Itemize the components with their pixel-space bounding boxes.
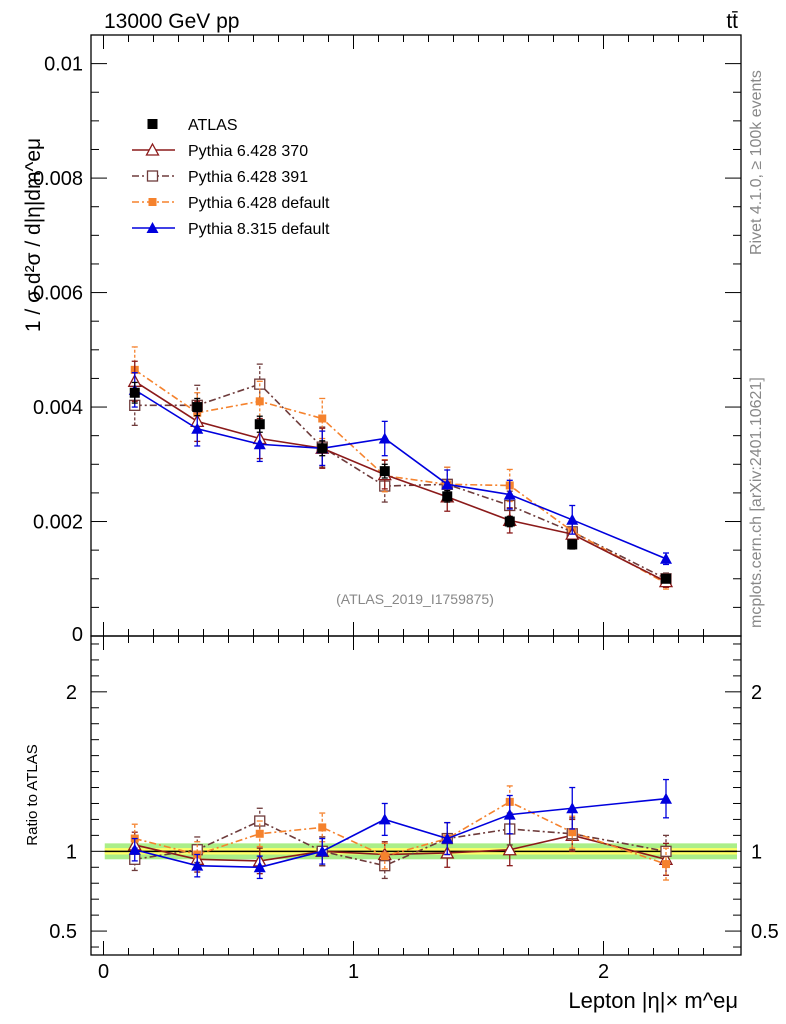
main-line-p370 [134, 380, 667, 583]
main-series-p370 [127, 360, 674, 588]
main-point-p8 [191, 422, 204, 434]
ratio-y-axis-label: Ratio to ATLAS [24, 744, 41, 845]
ratio-plot-frame [90, 635, 742, 956]
axes-group: 0 1 2 0.002 0.004 0.006 0.008 0.01 0 0.5 0.5 1 1 2 2 [33, 34, 779, 983]
main-y-tick-label: 0.004 [33, 397, 83, 419]
ratio-point-p370 [502, 842, 517, 856]
legend: ATLAS Pythia 6.428 370 Pythia 6.428 391 Pyt… [132, 117, 330, 238]
ratio-y-tick-label-right: 2 [751, 682, 762, 704]
main-line-p8 [134, 389, 667, 560]
main-point-p8 [503, 488, 516, 500]
ratio-y-tick-label: 0.5 [49, 921, 77, 943]
main-y-tick-label: 0.002 [33, 512, 83, 534]
chart-title-right: tt̄ [726, 10, 738, 33]
main-point-pdef [318, 414, 327, 423]
ratio-point-pdef [318, 823, 327, 832]
analysis-watermark: (ATLAS_2019_I1759875) [336, 591, 494, 607]
main-point-p8 [441, 478, 454, 490]
x-axis-label: Lepton |η|× m^eμ [568, 988, 738, 1013]
legend-marker-p8 [146, 222, 159, 233]
ratio-y-tick-label: 2 [66, 682, 77, 704]
main-point-p8 [566, 513, 579, 525]
mcplots-label: mcplots.cern.ch [arXiv:2401.10621] [748, 377, 765, 628]
main-y-tick-label: 0.006 [33, 283, 83, 305]
legend-label-p370: Pythia 6.428 370 [188, 143, 308, 160]
main-y-zero-label: 0 [72, 624, 83, 646]
main-point-atlas [661, 573, 671, 584]
ratio-point-p8 [378, 813, 391, 825]
legend-marker-p391 [146, 170, 159, 182]
ratio-point-p8 [566, 802, 579, 814]
main-point-atlas [442, 491, 453, 502]
legend-marker-p370 [145, 142, 160, 156]
main-y-axis-label: 1 / σ d²σ / d|η|dm^eμ [22, 138, 45, 332]
legend-label-p8: Pythia 8.315 default [188, 221, 330, 238]
ratio-point-p8 [441, 832, 454, 844]
ratio-point-p8 [660, 792, 672, 804]
main-y-tick-label: 0.008 [33, 168, 83, 190]
legend-marker-pdef [148, 198, 157, 206]
ratio-point-pdef [380, 852, 389, 861]
main-series-p391 [129, 363, 672, 586]
main-point-atlas [567, 539, 578, 550]
ratio-point-p8 [253, 861, 266, 873]
main-line-p391 [134, 383, 667, 580]
x-tick-label: 1 [348, 961, 359, 983]
x-tick-label: 0 [98, 961, 109, 983]
main-point-atlas [317, 443, 328, 454]
legend-entry-atlas: ATLAS [147, 117, 238, 134]
main-point-p8 [660, 552, 672, 564]
legend-entry-p8: Pythia 8.315 default [132, 221, 330, 238]
plot-series-group [127, 346, 674, 881]
ratio-point-p391 [660, 845, 672, 857]
main-line-pdef [134, 369, 667, 585]
ratio-point-p8 [128, 843, 141, 855]
ratio-point-p8 [316, 845, 329, 857]
main-point-atlas [129, 387, 140, 398]
main-point-p8 [378, 432, 391, 444]
chart-title-left: 13000 GeV pp [104, 10, 239, 33]
ratio-y-tick-label-right: 0.5 [751, 921, 779, 943]
legend-label-atlas: ATLAS [188, 117, 238, 134]
ratio-point-p8 [503, 808, 516, 820]
main-series-pdef [130, 346, 670, 590]
main-point-atlas [379, 466, 390, 477]
legend-label-p391: Pythia 6.428 391 [188, 169, 308, 186]
legend-entry-p370: Pythia 6.428 370 [132, 142, 308, 160]
legend-entry-p391: Pythia 6.428 391 [132, 169, 308, 186]
main-point-atlas [254, 419, 265, 430]
ratio-y-tick-label-right: 1 [751, 841, 762, 863]
ratio-point-p8 [191, 859, 204, 871]
ratio-series-p8 [128, 778, 672, 880]
main-y-tick-label: 0.01 [44, 54, 83, 76]
x-tick-label: 2 [598, 961, 609, 983]
ratio-y-tick-label: 1 [66, 841, 77, 863]
ratio-point-p391 [379, 860, 391, 872]
legend-label-pdef: Pythia 6.428 default [188, 195, 330, 212]
main-point-p8 [253, 438, 266, 450]
ratio-point-pdef [662, 860, 670, 869]
legend-marker-atlas [147, 119, 158, 129]
main-point-atlas [504, 516, 515, 527]
legend-entry-pdef: Pythia 6.428 default [132, 195, 330, 212]
rivet-label: Rivet 4.1.0, ≥ 100k events [748, 70, 765, 255]
main-series-atlas [129, 381, 671, 584]
main-point-pdef [255, 397, 264, 406]
main-point-atlas [192, 402, 203, 413]
ratio-point-pdef [568, 828, 577, 837]
ratio-point-pdef [255, 829, 264, 838]
